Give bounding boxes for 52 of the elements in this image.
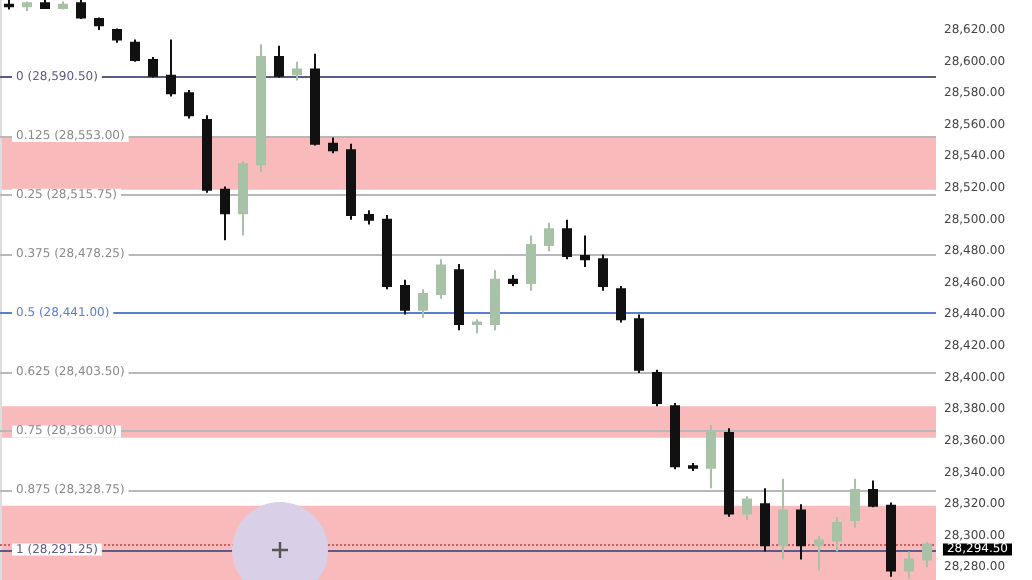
- candlestick: [580, 234, 590, 269]
- candlestick: [670, 402, 680, 471]
- candlestick: [544, 221, 554, 253]
- candlestick: [598, 253, 608, 292]
- candlestick: [886, 501, 896, 578]
- candlestick: [706, 424, 716, 490]
- candlestick: [22, 0, 32, 13]
- candlestick: [364, 209, 374, 226]
- candlestick: [526, 234, 536, 292]
- candlestick: [778, 477, 788, 561]
- candlestick: [472, 318, 482, 335]
- candlestick: [634, 313, 644, 374]
- candlestick: [760, 487, 770, 553]
- candlestick: [256, 43, 266, 174]
- candlestick: [652, 368, 662, 408]
- candlestick: [220, 185, 230, 242]
- candlestick: [40, 0, 50, 9]
- candlestick: [400, 278, 410, 316]
- candlestick: [832, 515, 842, 553]
- candlestick: [346, 142, 356, 221]
- candlestick: [292, 60, 302, 82]
- candlestick: [724, 427, 734, 518]
- candlestick: [310, 52, 320, 147]
- candlestick: [76, 0, 86, 20]
- candlestick: [742, 495, 752, 521]
- candlestick: [508, 273, 518, 288]
- candlestick: [4, 0, 14, 11]
- candlestick: [850, 477, 860, 529]
- candlestick: [328, 136, 338, 155]
- candlestick: [202, 114, 212, 194]
- candlestick: [418, 288, 428, 319]
- candlestick: [94, 16, 104, 32]
- candlestick: [796, 503, 806, 561]
- candlestick: [904, 550, 914, 580]
- candlestick: [616, 285, 626, 324]
- candlestick: [454, 262, 464, 332]
- candlestick: [688, 462, 698, 472]
- candlestick: [922, 541, 932, 569]
- candlestick: [274, 44, 284, 79]
- candlestick: [166, 38, 176, 98]
- candlestick: [562, 218, 572, 261]
- candlestick: [868, 479, 878, 509]
- candlestick: [184, 89, 194, 120]
- candlestick: [814, 534, 824, 572]
- candlestick: [238, 160, 248, 237]
- candlestick: [490, 269, 500, 332]
- candlestick: [112, 27, 122, 44]
- candlestick: [58, 0, 68, 11]
- candlestick: [382, 213, 392, 291]
- candlestick: [436, 258, 446, 300]
- candlestick: [130, 38, 140, 63]
- candlestick: [148, 55, 158, 79]
